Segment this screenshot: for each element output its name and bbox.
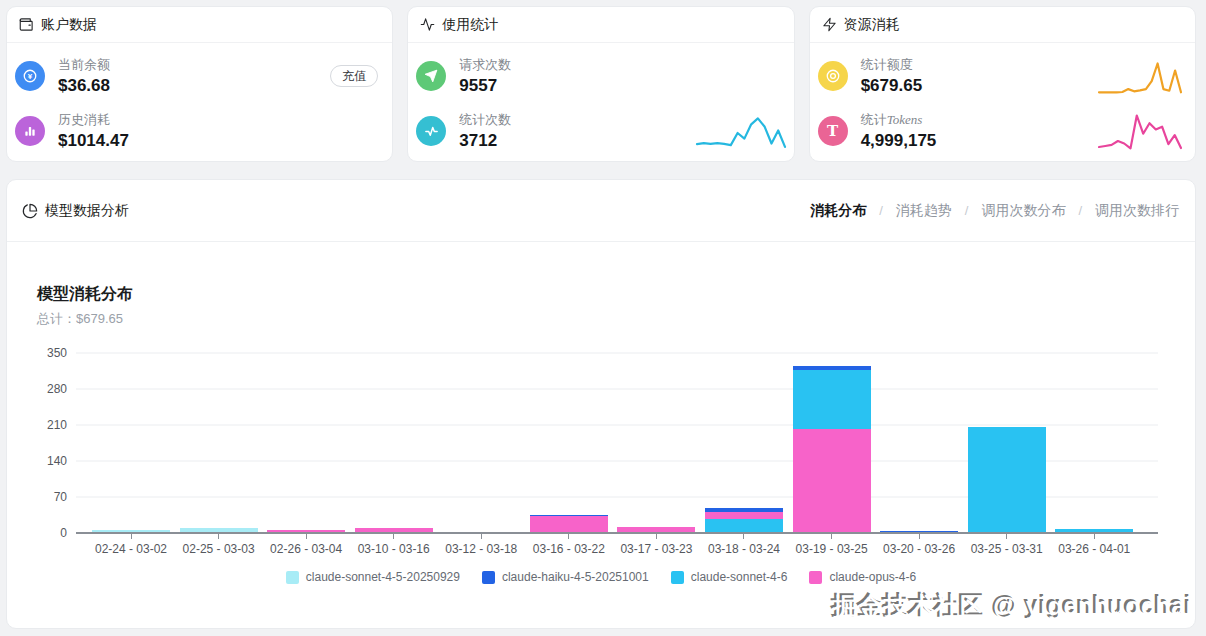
quota-sparkline	[1097, 61, 1183, 98]
tab-consumption-trend[interactable]: 消耗趋势	[896, 202, 952, 220]
y-axis-label: 280	[47, 382, 67, 396]
usage-sparkline	[695, 115, 787, 151]
x-axis-label: 03-12 - 03-18	[445, 542, 517, 556]
tab-call-count-distribution[interactable]: 调用次数分布	[981, 202, 1065, 220]
tokens-label: 统计Tokens	[861, 111, 937, 129]
stat-count-value: 3712	[459, 131, 511, 151]
request-count-value: 9557	[459, 76, 511, 96]
bar-segment[interactable]	[705, 519, 783, 533]
legend-label: claude-haiku-4-5-20251001	[502, 570, 649, 584]
x-axis-label: 03-18 - 03-24	[708, 542, 780, 556]
bar-segment[interactable]	[793, 429, 871, 533]
resource-card-header: 资源消耗	[810, 7, 1195, 43]
y-axis-label: 140	[47, 454, 67, 468]
activity-icon	[420, 17, 435, 32]
balance-row: ¥ 当前余额 $36.68 充值	[15, 57, 378, 95]
x-axis-label: 02-24 - 03-02	[95, 542, 167, 556]
usage-stats-card: 使用统计 请求次数 9557 统计次数 3712	[407, 6, 794, 162]
x-axis-label: 03-20 - 03-26	[883, 542, 955, 556]
account-card-header: 账户数据	[7, 7, 392, 43]
legend-swatch	[671, 571, 684, 584]
account-card-title: 账户数据	[41, 16, 97, 34]
legend-swatch	[286, 571, 299, 584]
history-consumption-row: 历史消耗 $1014.47	[15, 112, 378, 150]
x-axis-label: 03-16 - 03-22	[533, 542, 605, 556]
x-axis-label: 03-25 - 03-31	[971, 542, 1043, 556]
x-axis-label: 03-17 - 03-23	[620, 542, 692, 556]
tokens-sparkline	[1097, 113, 1183, 153]
tab-separator: /	[879, 203, 883, 218]
bar-segment[interactable]	[793, 366, 871, 370]
chart-tabs: 消耗分布 / 消耗趋势 / 调用次数分布 / 调用次数排行	[810, 202, 1179, 220]
x-axis-label: 02-26 - 03-04	[270, 542, 342, 556]
legend-label: claude-sonnet-4-6	[691, 570, 788, 584]
wallet-icon	[19, 17, 34, 32]
y-axis-label: 210	[47, 418, 67, 432]
tab-call-count-ranking[interactable]: 调用次数排行	[1095, 202, 1179, 220]
request-count-label: 请求次数	[459, 56, 511, 74]
bar-segment[interactable]	[705, 508, 783, 512]
tab-consumption-distribution[interactable]: 消耗分布	[810, 202, 866, 220]
usage-card-title: 使用统计	[442, 16, 498, 34]
legend-item[interactable]: claude-opus-4-6	[809, 570, 916, 584]
x-axis-label: 03-26 - 04-01	[1058, 542, 1130, 556]
usage-card-header: 使用统计	[408, 7, 793, 43]
stat-count-label: 统计次数	[459, 111, 511, 129]
bar-segment[interactable]	[793, 370, 871, 429]
topup-button[interactable]: 充值	[330, 65, 378, 87]
bar-segment[interactable]	[968, 427, 1046, 533]
x-axis-label: 03-10 - 03-16	[358, 542, 430, 556]
y-axis-label: 350	[47, 346, 67, 360]
stat-cards-row: 账户数据 ¥ 当前余额 $36.68 充值 历史消耗 $1014.47	[6, 6, 1196, 162]
bar-segment[interactable]	[705, 512, 783, 519]
legend-item[interactable]: claude-sonnet-4-6	[671, 570, 788, 584]
send-icon	[416, 61, 446, 91]
legend-label: claude-sonnet-4-5-20250929	[306, 570, 460, 584]
balance-value: $36.68	[58, 76, 110, 96]
bar-segment[interactable]	[530, 515, 608, 516]
legend-item[interactable]: claude-sonnet-4-5-20250929	[286, 570, 460, 584]
tab-separator: /	[1078, 203, 1082, 218]
svg-text:¥: ¥	[28, 72, 33, 81]
bar-segment[interactable]	[530, 516, 608, 533]
tab-separator: /	[965, 203, 969, 218]
pulse-icon	[416, 116, 446, 146]
letter-t-icon: T	[818, 116, 848, 146]
request-count-row: 请求次数 9557	[416, 57, 779, 95]
account-data-card: 账户数据 ¥ 当前余额 $36.68 充值 历史消耗 $1014.47	[6, 6, 393, 162]
model-consumption-bar-chart: 02-24 - 03-02 02-25 - 03-03 02-26 - 03-04 0…	[7, 330, 1195, 562]
chart-total: 总计：$679.65	[37, 310, 123, 328]
chart-legend: claude-sonnet-4-5-20250929 claude-haiku-4…	[7, 570, 1195, 584]
quota-value: $679.65	[861, 76, 922, 96]
model-analysis-panel: 模型数据分析 消耗分布 / 消耗趋势 / 调用次数分布 / 调用次数排行 模型消…	[6, 179, 1196, 629]
resource-consumption-card: 资源消耗 统计额度 $679.65 T 统计Tokens 4,999,175	[809, 6, 1196, 162]
coin-ring-icon	[818, 61, 848, 91]
zap-icon	[822, 17, 837, 32]
legend-swatch	[809, 571, 822, 584]
panel-title: 模型数据分析	[45, 202, 129, 220]
pie-chart-icon	[22, 203, 38, 219]
watermark: 掘金技术社区 @ yigenhuochai	[833, 590, 1193, 623]
resource-card-title: 资源消耗	[844, 16, 900, 34]
quota-label: 统计额度	[861, 56, 922, 74]
balance-label: 当前余额	[58, 56, 110, 74]
chart-title: 模型消耗分布	[37, 284, 133, 305]
y-axis-label: 70	[54, 490, 68, 504]
tokens-value: 4,999,175	[861, 131, 937, 151]
legend-swatch	[482, 571, 495, 584]
x-axis-label: 03-19 - 03-25	[796, 542, 868, 556]
panel-header: 模型数据分析 消耗分布 / 消耗趋势 / 调用次数分布 / 调用次数排行	[7, 180, 1195, 242]
bar-chart-icon	[15, 116, 45, 146]
legend-item[interactable]: claude-haiku-4-5-20251001	[482, 570, 649, 584]
history-label: 历史消耗	[58, 111, 129, 129]
y-axis-label: 0	[60, 526, 67, 540]
yen-coin-icon: ¥	[15, 61, 45, 91]
legend-label: claude-opus-4-6	[829, 570, 916, 584]
history-value: $1014.47	[58, 131, 129, 151]
x-axis-label: 02-25 - 03-03	[183, 542, 255, 556]
